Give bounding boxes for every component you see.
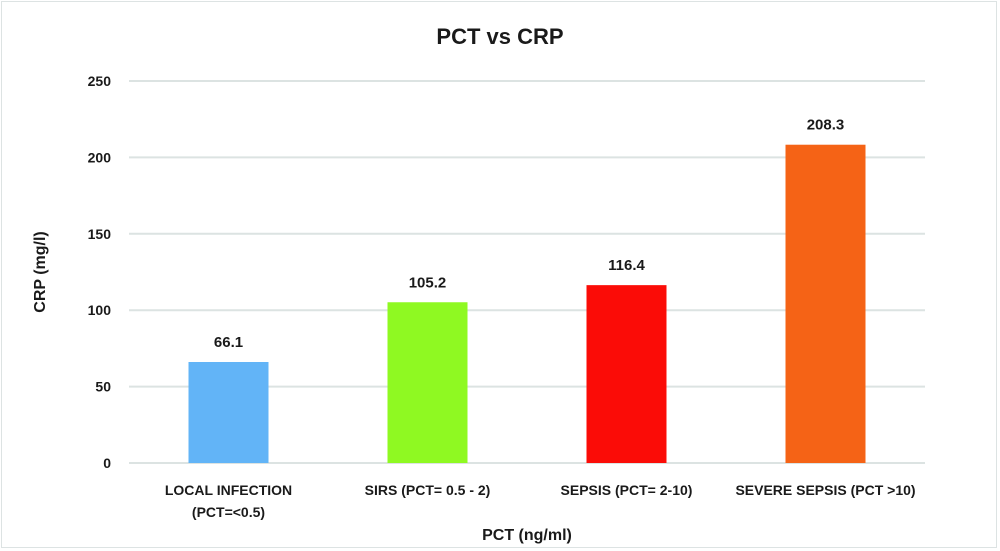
y-tick-label: 0 <box>103 455 111 471</box>
y-axis-title: CRP (mg/l) <box>32 231 49 312</box>
x-tick-label: SEVERE SEPSIS (PCT >10) <box>735 482 915 498</box>
x-tick-label: (PCT=<0.5) <box>192 504 265 520</box>
y-axis-ticks: 0 50 100 150 200 250 <box>88 73 112 471</box>
bar <box>188 361 269 463</box>
y-tick-label: 250 <box>88 73 112 89</box>
data-label: 208.3 <box>807 117 845 134</box>
y-tick-label: 200 <box>88 149 112 165</box>
data-label: 66.1 <box>214 334 243 351</box>
y-tick-label: 150 <box>88 226 112 242</box>
y-tick-label: 100 <box>88 302 112 318</box>
bar <box>586 285 667 463</box>
bars <box>188 144 866 464</box>
bar <box>387 302 468 463</box>
x-tick-label: SEPSIS (PCT= 2-10) <box>561 482 693 498</box>
chart-title: PCT vs CRP <box>436 24 563 49</box>
x-tick-label: LOCAL INFECTION <box>165 482 292 498</box>
x-tick-label: SIRS (PCT= 0.5 - 2) <box>365 482 491 498</box>
data-labels: 66.1 105.2 116.4 208.3 <box>214 117 844 351</box>
data-label: 116.4 <box>608 257 645 274</box>
x-axis-title: PCT (ng/ml) <box>482 527 572 544</box>
bar <box>785 144 866 464</box>
y-tick-label: 50 <box>95 379 111 395</box>
data-label: 105.2 <box>409 274 447 291</box>
x-axis-categories: LOCAL INFECTION (PCT=<0.5) SIRS (PCT= 0.5 … <box>165 482 916 520</box>
